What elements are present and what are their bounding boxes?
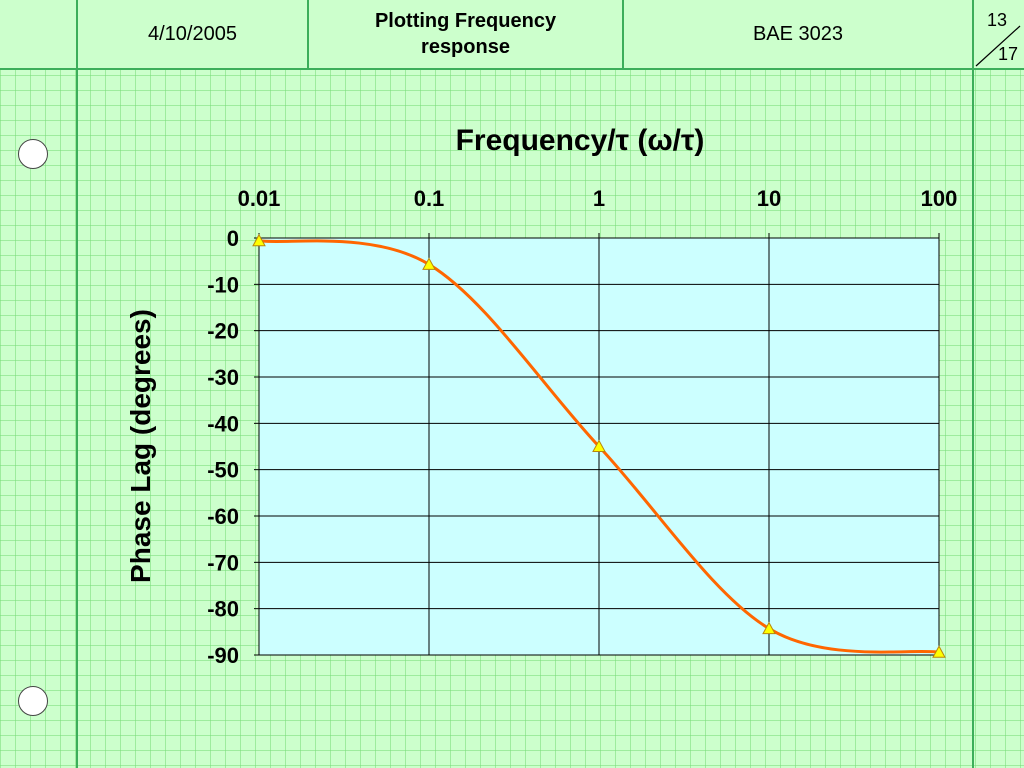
y-tick-label: -50 [207,458,239,483]
date-cell: 4/10/2005 [78,0,307,68]
y-tick-label: -40 [207,411,239,436]
date-label: 4/10/2005 [148,22,237,45]
data-point-marker [592,439,606,452]
page-number-total: 17 [998,44,1019,64]
slide-title: Plotting Frequency response [374,10,557,58]
y-tick-label: -30 [207,365,239,390]
data-point-marker [932,645,946,658]
y-axis-label: Phase Lag (degrees) [125,309,156,583]
divider [76,0,78,68]
y-tick-label: 0 [227,226,239,251]
y-tick-label: -80 [207,597,239,622]
y-tick-label: -20 [207,319,239,344]
chart-title: Frequency/τ (ω/τ) [456,124,705,157]
y-tick-label: -70 [207,550,239,575]
margin-line-left [76,68,78,768]
slide-header: 4/10/2005 Plotting Frequency response BA… [0,0,1024,70]
y-tick-label: -10 [207,272,239,297]
x-tick-label: 0.01 [238,186,281,211]
y-tick-label: -60 [207,504,239,529]
x-tick-label: 0.1 [414,186,445,211]
y-tick-label: -90 [207,643,239,668]
course-label: BAE 3023 [752,22,844,45]
divider [307,0,309,68]
binder-hole-top [18,139,48,169]
data-point-marker [762,621,776,635]
page-number-current: 13 [987,10,1008,30]
data-point-marker [252,233,266,247]
binder-hole-bottom [18,686,48,716]
divider [972,0,974,68]
page-fraction-slash [975,25,1021,67]
margin-line-right [972,68,974,768]
x-tick-label: 1 [593,186,605,211]
data-point-marker [422,257,436,270]
divider [622,0,624,68]
course-cell: BAE 3023 [624,0,972,68]
title-cell: Plotting Frequency response [309,0,622,68]
x-tick-label: 10 [757,186,781,211]
x-tick-label: 100 [921,186,958,211]
